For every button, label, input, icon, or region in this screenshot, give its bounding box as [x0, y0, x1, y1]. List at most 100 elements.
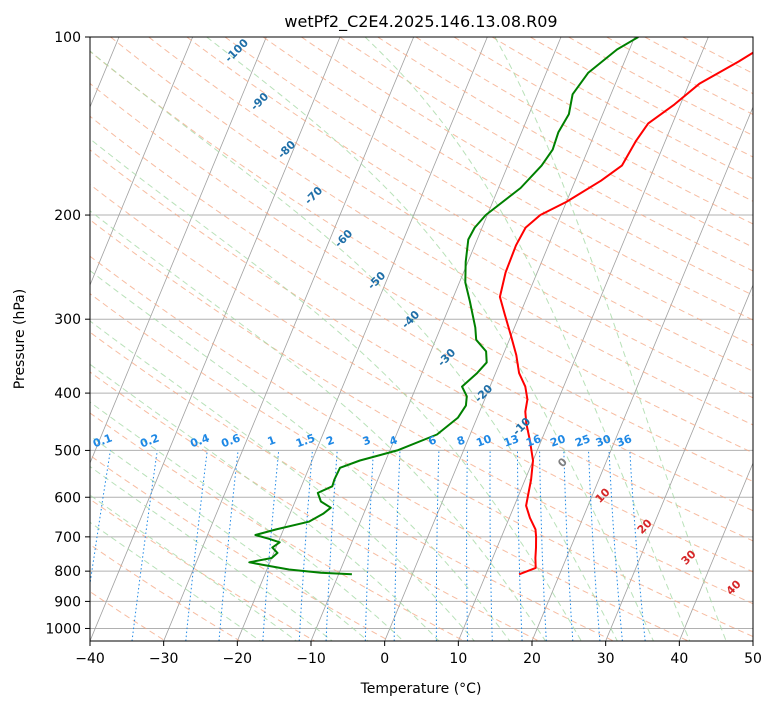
mixing-ratio-line — [588, 450, 601, 641]
mixing-ratio-label: 3 — [361, 434, 373, 449]
dry-adiabat-line — [682, 37, 753, 74]
x-axis: −40 −30 −20 −10 0 10 20 30 40 50 — [75, 641, 762, 667]
x-tick-label: −20 — [223, 651, 253, 667]
isotherm-line — [457, 37, 709, 641]
dry-adiabat-line — [186, 37, 753, 372]
dry-adiabat-line — [148, 37, 753, 399]
mixing-ratio-line — [539, 450, 547, 641]
mixing-ratio-label: 8 — [455, 434, 467, 449]
x-tick-label: 30 — [597, 651, 615, 667]
dry-adiabat-label: -50 — [365, 269, 388, 292]
dry-adiabat-label: -80 — [275, 138, 298, 161]
isotherm-line — [90, 37, 194, 287]
moist-adiabat-line — [90, 50, 618, 641]
moist-adiabat-label: 30 — [679, 547, 699, 567]
mixing-ratio-line — [393, 450, 401, 641]
mixing-ratio-line — [629, 450, 646, 641]
moist-adiabat-label: 20 — [635, 516, 655, 536]
y-tick-label: 600 — [54, 490, 81, 506]
moist-adiabat-line — [90, 435, 369, 641]
dry-adiabat-line — [90, 82, 753, 482]
isotherm-line — [384, 37, 636, 641]
isotherm-line — [310, 37, 562, 641]
x-tick-label: −30 — [149, 651, 179, 667]
moist-adiabat-line — [90, 363, 440, 641]
mixing-ratio-line — [466, 450, 468, 641]
mixing-ratio-label: 2 — [325, 434, 337, 449]
mixing-ratio-label: 16 — [524, 432, 543, 450]
x-tick-label: 0 — [380, 651, 389, 667]
dry-adiabat-line — [453, 37, 753, 202]
dry-adiabat-line — [90, 498, 315, 641]
dry-adiabat-line — [90, 331, 614, 641]
temperature-profile — [498, 51, 753, 576]
mixing-ratio-line — [489, 450, 493, 641]
dry-adiabat-label: -100 — [222, 36, 251, 65]
dry-adiabat-line — [90, 149, 753, 542]
moist-adiabat-line — [90, 210, 546, 641]
mixing-ratio-lines — [90, 450, 646, 641]
isotherm-line — [90, 37, 267, 465]
dry-adiabat-label: -60 — [332, 227, 355, 250]
mixing-ratio-label: 0.6 — [219, 431, 242, 450]
mixing-ratio-label: 4 — [388, 433, 400, 448]
moist-adiabats — [90, 37, 727, 641]
dry-adiabat-line — [90, 115, 753, 512]
moist-adiabat-line — [364, 37, 691, 641]
y-tick-label: 800 — [54, 564, 81, 580]
line-labels: -100-90-80-70-60-50-40-30-20-10010203040… — [91, 36, 744, 598]
mixing-ratio-label: 0.4 — [188, 431, 211, 450]
y-tick-label: 400 — [54, 386, 81, 402]
mixing-ratio-label: 20 — [549, 432, 568, 450]
y-tick-label: 100 — [54, 30, 81, 46]
moist-adiabat-label: 0 — [555, 455, 570, 470]
moist-adiabat-label: 10 — [593, 485, 613, 505]
dry-adiabats — [90, 37, 753, 641]
dry-adiabat-line — [90, 412, 465, 641]
isotherm-line — [752, 639, 753, 641]
dry-adiabat-line — [530, 37, 753, 158]
dry-adiabat-line — [90, 183, 753, 573]
dry-adiabat-line — [110, 37, 753, 426]
dry-adiabat-line — [301, 37, 753, 296]
dry-adiabat-line — [90, 50, 753, 454]
y-tick-label: 300 — [54, 312, 81, 328]
x-tick-label: 10 — [449, 651, 467, 667]
mixing-ratio-label: 25 — [573, 432, 592, 449]
moist-adiabat-label: 40 — [724, 577, 744, 597]
dry-adiabat-label: -90 — [248, 90, 271, 113]
mixing-ratio-line — [131, 450, 158, 641]
dry-adiabat-line — [644, 37, 753, 95]
isotherm-grid — [90, 37, 753, 641]
mixing-ratio-label: 13 — [502, 432, 521, 449]
y-tick-label: 500 — [54, 443, 81, 459]
y-axis-label: Pressure (hPa) — [12, 289, 28, 389]
moist-adiabat-line — [90, 320, 475, 641]
mixing-ratio-label: 0.1 — [91, 432, 114, 451]
dry-adiabat-line — [90, 255, 753, 638]
mixing-ratio-label: 30 — [594, 432, 613, 450]
moist-adiabat-line — [90, 138, 582, 641]
dry-adiabat-line — [339, 37, 753, 272]
y-tick-label: 700 — [54, 530, 81, 546]
mixing-ratio-label: 1.5 — [294, 432, 317, 451]
dry-adiabat-line — [377, 37, 753, 248]
y-tick-label: 200 — [54, 208, 81, 224]
dry-adiabat-label: -40 — [399, 308, 422, 331]
x-axis-label: Temperature (°C) — [360, 681, 482, 697]
isotherm-line — [90, 37, 341, 641]
isotherm-line — [163, 37, 415, 641]
mixing-ratio-label: 10 — [474, 432, 493, 450]
x-tick-label: 40 — [670, 651, 688, 667]
dry-adiabat-line — [90, 371, 540, 641]
plot-frame — [89, 36, 754, 642]
moist-adiabat-line — [90, 270, 511, 641]
sounding-profiles — [248, 37, 753, 576]
moist-adiabat-line — [206, 37, 654, 641]
isotherm-line — [605, 283, 753, 641]
mixing-ratio-line — [218, 450, 239, 641]
x-tick-label: 20 — [523, 651, 541, 667]
mixing-ratio-label: 0.2 — [138, 432, 161, 451]
y-axis: 100 200 300 400 500 600 700 800 900 1000 — [45, 30, 90, 637]
